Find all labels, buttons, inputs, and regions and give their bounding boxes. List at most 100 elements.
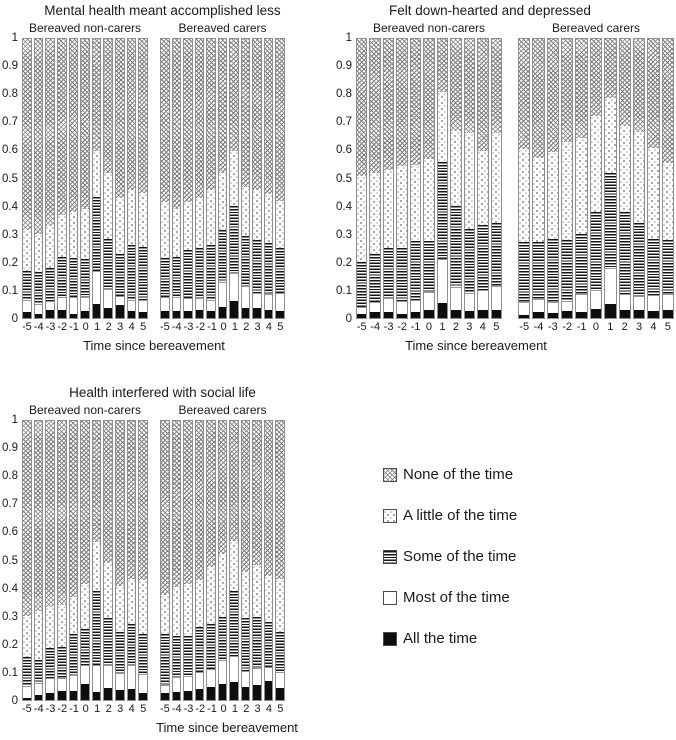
stacked-bar — [68, 38, 79, 319]
x-tick-labels: -5 -4 -3 -2 -1 0 1 2 3 4 5 — [160, 703, 285, 717]
segment-hlines — [207, 623, 215, 670]
segment-crosshatch — [451, 39, 461, 132]
segment-dots — [69, 212, 78, 259]
segment-black — [464, 311, 475, 318]
stacked-bar — [463, 38, 476, 319]
stacked-bar — [229, 420, 239, 701]
segment-black — [230, 681, 238, 700]
segment-dots — [451, 131, 461, 207]
segment-crosshatch — [81, 421, 89, 585]
segment-crosshatch — [195, 39, 204, 199]
segment-hlines — [34, 659, 43, 684]
segment-black — [519, 314, 530, 318]
segment-white — [264, 667, 273, 681]
stacked-bar — [275, 420, 286, 701]
bar-group — [22, 38, 149, 319]
segment-white — [161, 684, 169, 693]
x-tick-label: -4 — [370, 321, 381, 333]
stacked-bar — [56, 38, 67, 319]
segment-dots — [218, 553, 227, 617]
segment-hlines — [491, 223, 501, 286]
segment-black — [590, 308, 602, 318]
segment-dots — [590, 115, 602, 212]
segment-crosshatch — [127, 421, 136, 579]
hlines-swatch-icon — [383, 549, 397, 564]
segment-crosshatch — [218, 39, 227, 173]
segment-black — [81, 684, 89, 700]
x-tick-label: 5 — [140, 321, 147, 333]
segment-black — [562, 311, 573, 318]
segment-hlines — [241, 617, 250, 671]
x-tick-label: 2 — [452, 321, 459, 333]
segment-white — [218, 281, 227, 307]
y-tick-label: 1 — [345, 32, 352, 44]
segment-crosshatch — [127, 39, 136, 190]
segment-black — [424, 309, 434, 318]
x-tick-label: 0 — [82, 321, 89, 333]
segment-white — [46, 677, 54, 694]
segment-hlines — [172, 636, 181, 677]
x-tick-label: -3 — [183, 321, 194, 333]
segment-crosshatch — [264, 39, 273, 194]
segment-white — [46, 301, 54, 311]
segment-dots — [195, 198, 204, 249]
segment-dots — [619, 125, 630, 213]
x-tick-label: -3 — [383, 321, 394, 333]
segment-hlines — [184, 249, 192, 299]
x-tick-label: -5 — [160, 321, 170, 333]
segment-black — [195, 309, 204, 318]
x-tick-label: 2 — [621, 321, 628, 333]
y-tick-label: 0.8 — [2, 88, 18, 101]
stacked-bar — [546, 38, 560, 319]
segment-dots — [207, 567, 215, 624]
segment-dots — [104, 172, 113, 239]
segment-white — [57, 677, 66, 692]
segment-white — [127, 665, 136, 689]
segment-black — [69, 691, 78, 700]
y-tick-label: 0.5 — [2, 172, 18, 185]
segment-white — [562, 300, 573, 312]
segment-white — [619, 294, 630, 310]
x-tick-label: 0 — [592, 321, 600, 333]
segment-hlines — [253, 239, 261, 293]
segment-white — [81, 665, 89, 685]
legend-label: All the time — [403, 630, 478, 647]
segment-black — [57, 691, 66, 700]
stacked-bar — [369, 38, 381, 319]
x-tick-label: -1 — [576, 321, 587, 333]
x-tick-label: 5 — [277, 321, 284, 333]
x-tick-label: 1 — [94, 703, 101, 715]
segment-crosshatch — [104, 421, 113, 564]
group-label: Bereaved carers — [178, 21, 267, 35]
stacked-bar — [171, 38, 182, 319]
legend-item: Most of the time — [383, 589, 517, 606]
segment-white — [576, 294, 587, 312]
segment-black — [116, 689, 124, 700]
segment-black — [253, 684, 261, 700]
segment-crosshatch — [116, 421, 124, 586]
segment-black — [104, 687, 113, 700]
segment-white — [397, 301, 407, 314]
x-tick-label: -2 — [57, 703, 68, 715]
segment-white — [184, 675, 192, 691]
y-tick-label: 0.7 — [336, 116, 352, 129]
stacked-bar — [115, 420, 125, 701]
x-tick-label: -2 — [195, 321, 206, 333]
segment-dots — [562, 142, 573, 240]
x-tick-label: -1 — [207, 321, 217, 333]
segment-black — [34, 695, 43, 700]
segment-dots — [23, 230, 31, 271]
segment-hlines — [533, 242, 544, 300]
segment-dots — [81, 209, 89, 260]
segment-hlines — [478, 224, 488, 291]
stacked-bar — [518, 38, 531, 319]
x-tick-label: -5 — [22, 321, 32, 333]
x-axis-title: Time since bereavement — [83, 338, 225, 353]
y-axis: 1 0.9 0.8 0.7 0.6 0.5 0.4 0.3 0.2 0.1 0 — [0, 414, 22, 707]
y-tick-label: 0.9 — [2, 60, 18, 73]
x-tick-label: 2 — [105, 703, 112, 715]
stacked-bar — [126, 38, 137, 319]
segment-hlines — [161, 258, 169, 298]
